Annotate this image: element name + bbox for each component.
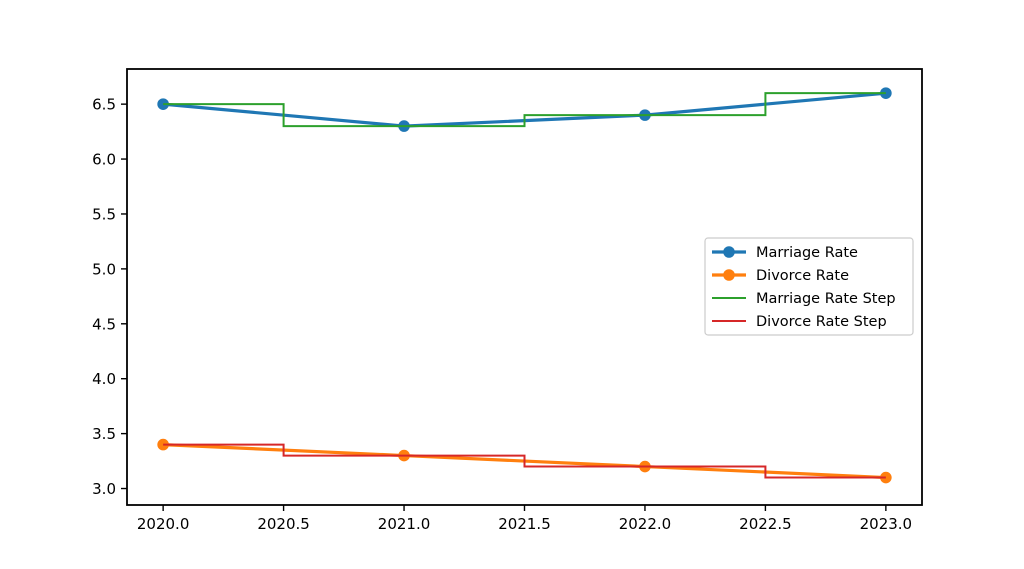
y-tick-label: 3.0	[92, 480, 116, 498]
plot-border	[126, 68, 923, 506]
legend-label: Divorce Rate Step	[756, 314, 887, 330]
y-tick-label: 6.0	[92, 151, 116, 169]
legend-box	[704, 237, 914, 336]
legend-label: Marriage Rate Step	[756, 291, 896, 307]
y-tick-label: 4.5	[92, 315, 116, 333]
x-tick-label: 2022.0	[619, 515, 672, 533]
legend-marker-sample	[723, 269, 735, 281]
x-tick-label: 2022.5	[739, 515, 792, 533]
x-tick-label: 2021.5	[498, 515, 551, 533]
y-tick-label: 4.0	[92, 370, 116, 388]
series-line-3	[163, 443, 886, 479]
legend-marker-sample	[723, 246, 735, 258]
y-tick-label: 3.5	[92, 425, 116, 443]
legend-label: Divorce Rate	[756, 268, 849, 284]
series-line-2	[163, 92, 886, 128]
y-tick-label: 5.5	[92, 205, 116, 223]
x-tick-label: 2021.0	[378, 515, 431, 533]
x-tick-label: 2023.0	[860, 515, 913, 533]
y-tick-label: 6.5	[92, 96, 116, 114]
legend-label: Marriage Rate	[756, 245, 858, 261]
y-tick-label: 5.0	[92, 260, 116, 278]
x-tick-label: 2020.5	[257, 515, 310, 533]
x-tick-label: 2020.0	[137, 515, 190, 533]
